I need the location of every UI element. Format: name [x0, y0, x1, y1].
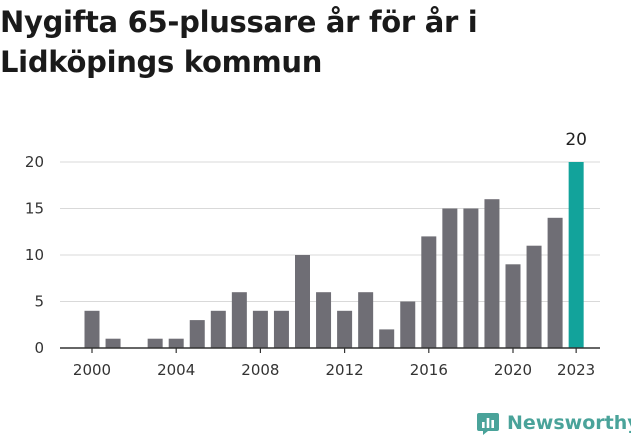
data-label: 20: [565, 130, 587, 150]
y-tick-label: 0: [34, 339, 44, 357]
y-tick-label: 20: [25, 153, 44, 171]
bar-2021: [526, 245, 542, 348]
bar-2016: [421, 236, 437, 348]
x-tick-label: 2016: [410, 361, 448, 379]
bar-2003: [147, 338, 163, 348]
bar-2013: [358, 292, 374, 348]
x-tick-label: 2004: [157, 361, 195, 379]
bar-2006: [210, 310, 226, 348]
bar-2004: [168, 338, 184, 348]
bar-2020: [505, 264, 521, 348]
x-tick-label: 2012: [326, 361, 364, 379]
bar-2010: [295, 255, 310, 348]
bar-2008: [252, 310, 268, 348]
newsworthy-logo: Newsworthy: [476, 407, 631, 439]
bar-2022: [547, 217, 563, 348]
bars: [84, 162, 584, 348]
y-tick-label: 5: [34, 293, 44, 311]
chart-title: Nygifta 65-plussare år för år i Lidköpin…: [0, 5, 478, 79]
bar-2017: [442, 208, 458, 348]
bar-2019: [484, 199, 500, 348]
x-axis: 2000 2004 2008 2012 2016 2020 2023: [60, 347, 600, 379]
y-axis-ticks: 0 5 10 15 20: [25, 153, 44, 357]
bar-2007: [231, 292, 247, 348]
bar-2005: [189, 320, 205, 348]
brand-name: Newsworthy: [507, 412, 631, 434]
bar-2009: [273, 310, 289, 348]
y-tick-label: 15: [25, 200, 44, 218]
x-tick-label: 2000: [73, 361, 111, 379]
y-tick-label: 10: [25, 246, 44, 264]
bar-2018: [463, 208, 479, 348]
x-tick-label: 2008: [241, 361, 279, 379]
x-tick-label: 2023: [557, 361, 595, 379]
bar-2012: [337, 310, 353, 348]
x-tick-label: 2020: [494, 361, 532, 379]
bar-2015: [400, 301, 416, 348]
data-labels: 20: [565, 130, 587, 150]
bar-2001: [105, 338, 121, 348]
newsworthy-chart-icon: [477, 413, 499, 435]
bar-2011: [316, 292, 332, 348]
bar-2000: [84, 310, 100, 348]
bar-2023: [568, 162, 584, 348]
bar-2014: [379, 329, 395, 348]
